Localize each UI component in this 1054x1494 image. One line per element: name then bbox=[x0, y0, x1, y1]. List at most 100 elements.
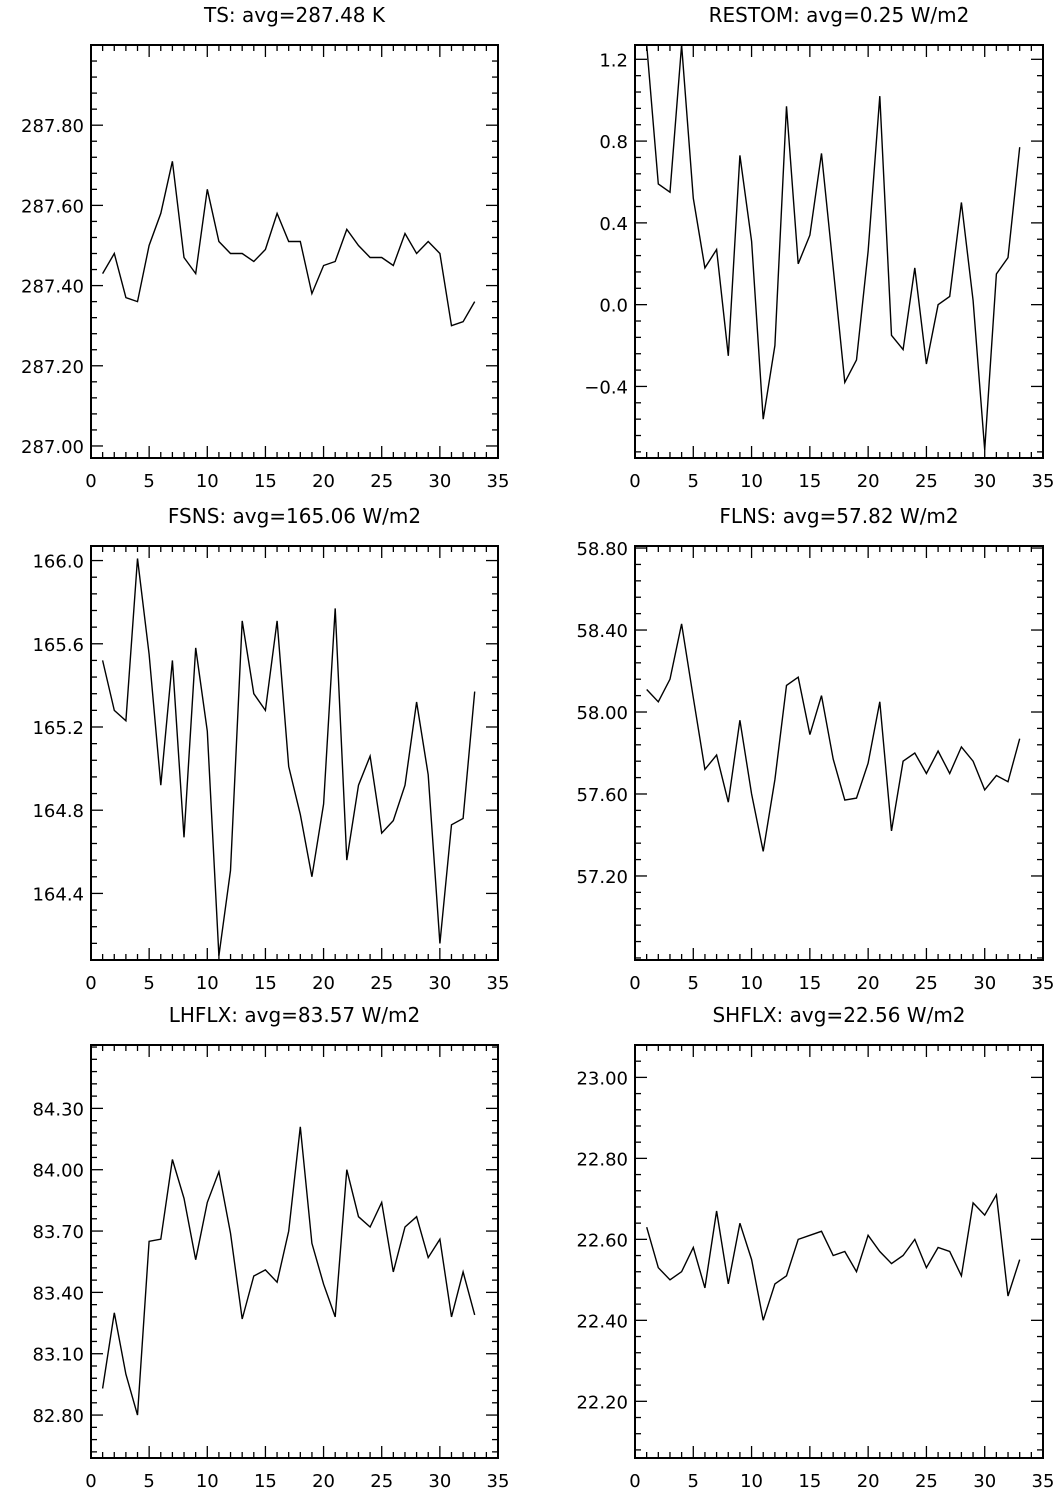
plot-frame bbox=[634, 545, 1044, 961]
y-tick-label: 165.2 bbox=[32, 718, 84, 739]
x-tick-label: 35 bbox=[1032, 973, 1054, 994]
x-tick-label: 25 bbox=[915, 1471, 938, 1492]
y-tick-label: 164.4 bbox=[32, 884, 84, 905]
x-tick-label: 15 bbox=[798, 973, 821, 994]
x-tick-label: 20 bbox=[312, 471, 335, 492]
y-tick-label: 22.20 bbox=[576, 1392, 628, 1413]
x-tick-label: 0 bbox=[629, 973, 640, 994]
x-tick-label: 10 bbox=[196, 471, 219, 492]
x-tick-label: 30 bbox=[428, 471, 451, 492]
y-tick-label: 22.60 bbox=[576, 1230, 628, 1251]
chart-panel-3: FSNS: avg=165.06 W/m2 0 5 10 15 20 25 30 35 164.4… bbox=[32, 504, 509, 994]
x-tick-label: 5 bbox=[143, 1471, 154, 1492]
y-tick-label: 58.80 bbox=[576, 539, 628, 560]
y-tick-label: 83.40 bbox=[32, 1283, 84, 1304]
plot-frame bbox=[634, 44, 1044, 459]
x-tick-label: 15 bbox=[254, 471, 277, 492]
chart-panel-4: FLNS: avg=57.82 W/m2 0 5 10 15 20 25 30 35 57.20 5… bbox=[576, 504, 1054, 994]
x-tick-label: 25 bbox=[370, 973, 393, 994]
plot-frame bbox=[90, 545, 499, 961]
x-tick-label: 35 bbox=[1032, 471, 1054, 492]
y-tick-label: 165.6 bbox=[32, 635, 84, 656]
series-line bbox=[101, 161, 476, 327]
series-line bbox=[646, 1192, 1021, 1321]
x-tick-label: 35 bbox=[487, 471, 510, 492]
y-tick-label: 287.60 bbox=[21, 196, 84, 217]
y-tick-label: 22.80 bbox=[576, 1149, 628, 1170]
y-tick-label: 287.00 bbox=[21, 437, 84, 458]
x-tick-label: 20 bbox=[312, 1471, 335, 1492]
series-line bbox=[101, 558, 476, 956]
y-tick-label: 164.8 bbox=[32, 801, 84, 822]
y-tick-label: 23.00 bbox=[576, 1068, 628, 1089]
x-tick-label: 5 bbox=[688, 1471, 699, 1492]
series-line bbox=[646, 623, 1021, 852]
chart-title: LHFLX: avg=83.57 W/m2 bbox=[169, 1003, 421, 1027]
x-tick-label: 15 bbox=[254, 973, 277, 994]
chart-panel-2: RESTOM: avg=0.25 W/m2 0 5 10 15 20 25 30 35 −0.4 0… bbox=[584, 3, 1054, 492]
chart-title: RESTOM: avg=0.25 W/m2 bbox=[709, 3, 970, 27]
y-tick-label: 0.0 bbox=[599, 296, 628, 317]
chart-panel-6: SHFLX: avg=22.56 W/m2 0 5 10 15 20 25 30 35 22.20… bbox=[576, 1003, 1054, 1492]
y-tick-label: 83.70 bbox=[32, 1222, 84, 1243]
chart-panel-5: LHFLX: avg=83.57 W/m2 0 5 10 15 20 25 30 35 82.80… bbox=[32, 1003, 509, 1492]
x-tick-label: 10 bbox=[196, 973, 219, 994]
y-tick-label: 1.2 bbox=[599, 50, 628, 71]
y-tick-label: −0.4 bbox=[584, 377, 628, 398]
x-tick-label: 20 bbox=[857, 973, 880, 994]
x-tick-label: 30 bbox=[428, 973, 451, 994]
x-tick-label: 5 bbox=[143, 471, 154, 492]
y-tick-label: 166.0 bbox=[32, 552, 84, 573]
series-line bbox=[101, 1126, 476, 1416]
x-tick-label: 5 bbox=[143, 973, 154, 994]
chart-panel-1: TS: avg=287.48 K 0 5 10 15 20 25 30 35 287.00 287.… bbox=[21, 3, 509, 492]
y-tick-label: 0.8 bbox=[599, 132, 628, 153]
x-tick-label: 0 bbox=[85, 1471, 96, 1492]
y-tick-label: 287.80 bbox=[21, 116, 84, 137]
y-tick-label: 287.20 bbox=[21, 357, 84, 378]
y-tick-label: 0.4 bbox=[599, 214, 628, 235]
x-tick-label: 0 bbox=[629, 471, 640, 492]
x-tick-label: 35 bbox=[487, 1471, 510, 1492]
x-tick-label: 20 bbox=[857, 1471, 880, 1492]
x-tick-label: 25 bbox=[915, 973, 938, 994]
x-tick-label: 0 bbox=[629, 1471, 640, 1492]
x-tick-label: 15 bbox=[254, 1471, 277, 1492]
series-line bbox=[646, 45, 1021, 450]
plot-frame bbox=[90, 44, 499, 459]
y-tick-label: 57.20 bbox=[576, 867, 628, 888]
y-tick-label: 84.00 bbox=[32, 1161, 84, 1182]
x-tick-label: 20 bbox=[312, 973, 335, 994]
plot-frame bbox=[634, 1044, 1044, 1459]
x-tick-label: 25 bbox=[370, 1471, 393, 1492]
x-tick-label: 10 bbox=[740, 973, 763, 994]
x-tick-label: 30 bbox=[973, 1471, 996, 1492]
y-tick-label: 57.60 bbox=[576, 785, 628, 806]
x-tick-label: 20 bbox=[857, 471, 880, 492]
plot-frame bbox=[90, 1044, 499, 1459]
x-tick-label: 15 bbox=[798, 1471, 821, 1492]
y-tick-label: 287.40 bbox=[21, 277, 84, 298]
y-tick-label: 22.40 bbox=[576, 1311, 628, 1332]
x-tick-label: 10 bbox=[740, 471, 763, 492]
x-tick-label: 30 bbox=[973, 973, 996, 994]
y-tick-label: 83.10 bbox=[32, 1345, 84, 1366]
y-tick-label: 58.00 bbox=[576, 703, 628, 724]
y-tick-label: 84.30 bbox=[32, 1099, 84, 1120]
x-tick-label: 10 bbox=[196, 1471, 219, 1492]
x-tick-label: 25 bbox=[370, 471, 393, 492]
chart-title: TS: avg=287.48 K bbox=[203, 3, 386, 27]
x-tick-label: 30 bbox=[428, 1471, 451, 1492]
x-tick-label: 35 bbox=[1032, 1471, 1054, 1492]
x-tick-label: 10 bbox=[740, 1471, 763, 1492]
chart-title: FLNS: avg=57.82 W/m2 bbox=[719, 504, 958, 528]
x-tick-label: 0 bbox=[85, 973, 96, 994]
x-tick-label: 5 bbox=[688, 471, 699, 492]
chart-title: FSNS: avg=165.06 W/m2 bbox=[168, 504, 421, 528]
x-tick-label: 0 bbox=[85, 471, 96, 492]
y-tick-label: 58.40 bbox=[576, 621, 628, 642]
x-tick-label: 30 bbox=[973, 471, 996, 492]
y-tick-label: 82.80 bbox=[32, 1406, 84, 1427]
chart-title: SHFLX: avg=22.56 W/m2 bbox=[712, 1003, 965, 1027]
